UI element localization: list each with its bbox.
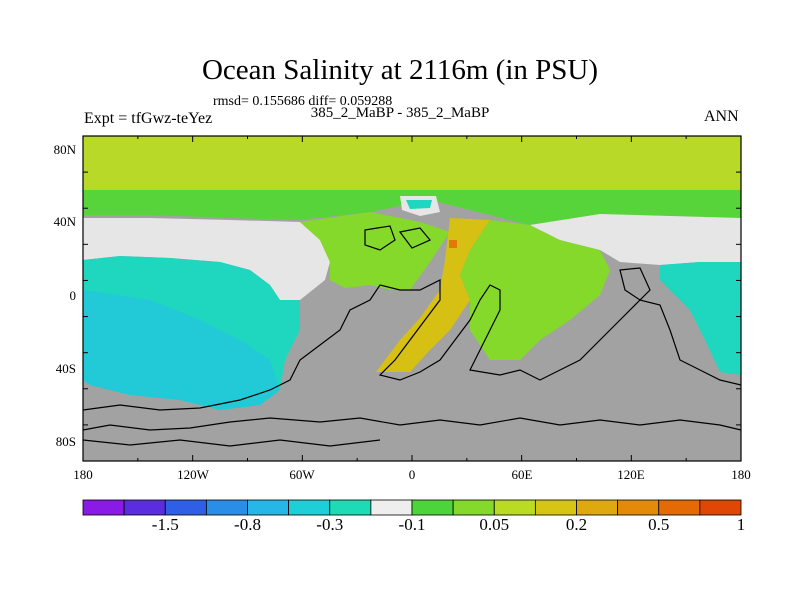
east-negative-region: [660, 262, 741, 375]
pacific-teal-region: [83, 290, 280, 410]
colorbar-swatch: [452, 499, 495, 516]
colorbar-label: 0.05: [479, 515, 510, 534]
salinity-map: [83, 136, 741, 461]
arctic-negative-patch: [406, 200, 432, 209]
north-pacific-no-change: [83, 218, 330, 300]
expt-label: Expt = tfGwz-teYez: [84, 110, 213, 127]
coastline-contours: [82, 225, 742, 447]
colorbar-label: -0.3: [316, 515, 344, 534]
coast-europe: [398, 227, 431, 249]
coast-southwest: [82, 439, 381, 447]
lon-label-60e: 60E: [511, 467, 533, 482]
colorbar-swatch: [329, 499, 372, 516]
lat-label-0: 0: [69, 288, 77, 303]
colorbar-swatch: [164, 499, 207, 516]
lon-label-180e: 180: [731, 467, 751, 482]
colorbar-label: 1: [736, 515, 746, 534]
colorbar-swatch: [288, 499, 331, 516]
coast-arctic-islands: [364, 225, 396, 251]
colorbar-swatch: [247, 499, 290, 516]
east-no-change-patch: [530, 214, 741, 265]
lat-label-80n: 80N: [53, 142, 76, 157]
colorbar-swatch: [493, 499, 536, 516]
colorbar-swatch: [370, 499, 413, 516]
north-atlantic-positive: [300, 212, 450, 290]
colorbar-swatch: [205, 499, 248, 516]
colorbar-swatch: [123, 499, 166, 516]
colorbar-label: 2: [793, 515, 800, 535]
map-title: Ocean Salinity at 2116m (in PSU): [201, 54, 599, 86]
colorbar: [82, 499, 742, 516]
colorbar-swatch: [699, 499, 742, 516]
colorbar-swatch: [411, 499, 454, 516]
coast-south: [82, 417, 742, 431]
lat-label-40n: 40N: [53, 214, 76, 229]
lon-label-0: 0: [408, 467, 416, 482]
stats-text: rmsd= 0.155686 diff= 0.059288: [213, 94, 393, 109]
arctic-salinity-region: [83, 136, 741, 190]
lat-label-80s: 80S: [55, 434, 76, 449]
colorbar-swatch: [534, 499, 577, 516]
indian-ocean-positive: [460, 220, 610, 360]
colorbar-swatch: [576, 499, 619, 516]
lon-label-120e: 120E: [617, 467, 645, 482]
atlantic-corridor-positive: [376, 218, 490, 372]
lon-label-180w: 180: [73, 467, 93, 482]
colorbar-swatch: [658, 499, 701, 516]
max-positive-cell: [449, 240, 457, 248]
colorbar-label: 0.5: [648, 515, 670, 534]
season-label: ANN: [704, 108, 739, 125]
colorbar-swatch: [617, 499, 660, 516]
midlat-salinity-band: [83, 190, 741, 225]
colorbar-label: -0.1: [398, 515, 426, 534]
coast-east-asia: [619, 267, 651, 301]
colorbar-label: 0.2: [565, 515, 588, 534]
experiment-subtitle: 385_2_MaBP - 385_2_MaBP: [310, 105, 490, 121]
lat-label-40s: 40S: [55, 361, 76, 376]
colorbar-label: -0.8: [234, 515, 261, 534]
axis-ticks: [82, 135, 742, 462]
colorbar-label: -1.5: [151, 515, 179, 534]
coast-north-pacific: [82, 279, 742, 411]
colorbar-swatch: [82, 499, 125, 516]
lon-label-60w: 60W: [289, 467, 315, 482]
lon-label-120w: 120W: [177, 467, 209, 482]
